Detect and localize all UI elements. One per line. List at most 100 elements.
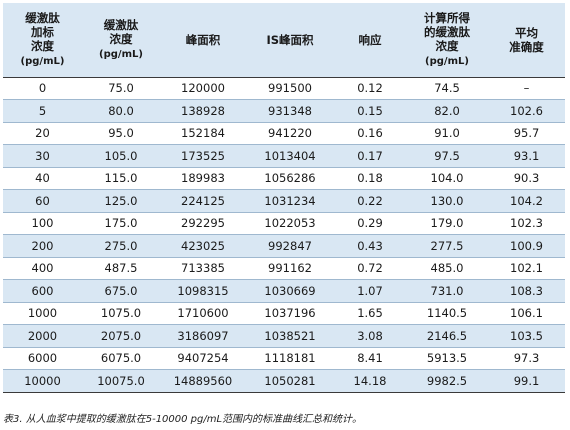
table-cell: 1022053: [246, 212, 334, 235]
header-line: 缓激肽: [103, 17, 139, 32]
table-cell: 75.0: [82, 77, 160, 100]
table-cell: 100: [3, 212, 82, 235]
table-cell: 102.3: [488, 212, 565, 235]
table-cell: 14889560: [160, 369, 246, 393]
table-cell: 95.0: [82, 122, 160, 145]
header-peak-area: 峰面积: [160, 3, 246, 78]
table-cell: 82.0: [406, 99, 488, 123]
table-cell: 1.07: [334, 279, 406, 303]
header-unit: (pg/mL): [99, 48, 143, 60]
table-cell: 90.3: [488, 167, 565, 190]
table-cell: 1118181: [246, 347, 334, 370]
table-cell: 3186097: [160, 324, 246, 348]
table-cell: 80.0: [82, 99, 160, 123]
table-cell: 95.7: [488, 122, 565, 145]
header-line: 响应: [358, 32, 382, 47]
table-cell: 5: [3, 99, 82, 123]
table-cell: 173525: [160, 144, 246, 168]
table-cell: 3.08: [334, 324, 406, 348]
header-calculated-concentration: 计算所得 的缓激肽 浓度 (pg/mL): [406, 3, 488, 78]
table-cell: 97.5: [406, 144, 488, 168]
table-cell: 105.0: [82, 144, 160, 168]
table-cell: 99.1: [488, 369, 565, 393]
table-cell: 485.0: [406, 257, 488, 280]
table-cell: 1037196: [246, 302, 334, 325]
table-cell: 1038521: [246, 324, 334, 348]
table-cell: 1030669: [246, 279, 334, 303]
table-cell: 0: [3, 77, 82, 100]
table-cell: 179.0: [406, 212, 488, 235]
table-cell: 200: [3, 234, 82, 258]
table-row: 200 275.0 423025 992847 0.43 277.5 100.9: [3, 234, 565, 258]
table-cell: 2146.5: [406, 324, 488, 348]
header-spiked-concentration: 缓激肽 加标 浓度 (pg/mL): [3, 3, 82, 78]
table-cell: 992847: [246, 234, 334, 258]
header-line: 浓度: [31, 38, 54, 53]
table-cell: 675.0: [82, 279, 160, 303]
table-cell: 10000: [3, 369, 82, 393]
table-cell: 1075.0: [82, 302, 160, 325]
table-cell: 189983: [160, 167, 246, 190]
table-cell: –: [488, 77, 565, 100]
table-cell: 125.0: [82, 189, 160, 213]
header-line: IS峰面积: [266, 32, 314, 47]
table-cell: 0.29: [334, 212, 406, 235]
table-cell: 1031234: [246, 189, 334, 213]
table-cell: 1013404: [246, 144, 334, 168]
table-cell: 106.1: [488, 302, 565, 325]
table-cell: 400: [3, 257, 82, 280]
table-row: 10000 10075.0 14889560 1050281 14.18 9982.5 99…: [3, 369, 565, 393]
table-cell: 0.72: [334, 257, 406, 280]
table-cell: 1710600: [160, 302, 246, 325]
table-cell: 175.0: [82, 212, 160, 235]
table-cell: 102.1: [488, 257, 565, 280]
table-cell: 487.5: [82, 257, 160, 280]
table-cell: 103.5: [488, 324, 565, 348]
table-cell: 731.0: [406, 279, 488, 303]
table-cell: 9407254: [160, 347, 246, 370]
table-cell: 0.22: [334, 189, 406, 213]
table-cell: 991500: [246, 77, 334, 100]
table-row: 20 95.0 152184 941220 0.16 91.0 95.7: [3, 122, 565, 145]
table-cell: 1000: [3, 302, 82, 325]
table-cell: 0.15: [334, 99, 406, 123]
table-cell: 102.6: [488, 99, 565, 123]
table-cell: 2075.0: [82, 324, 160, 348]
table-cell: 115.0: [82, 167, 160, 190]
table-body: 0 75.0 120000 991500 0.12 74.5–5 80.0 138928 931…: [3, 77, 565, 393]
table-cell: 1.65: [334, 302, 406, 325]
table-cell: 152184: [160, 122, 246, 145]
table-caption: 表3. 从人血浆中提取的缓激肽在5-10000 pg/mL范围内的标准曲线汇总和…: [3, 414, 363, 425]
table-header-row: 缓激肽 加标 浓度 (pg/mL) 缓激肽 浓度 (pg/mL) 峰面积 IS峰面积 响应 计算所得…: [3, 3, 565, 78]
table-cell: 60: [3, 189, 82, 213]
table-row: 2000 2075.0 3186097 1038521 3.08 2146.5 103.5: [3, 324, 565, 348]
table-cell: 120000: [160, 77, 246, 100]
table-row: 400 487.5 713385 991162 0.72 485.0 102.1: [3, 257, 565, 280]
header-unit: (pg/mL): [20, 55, 65, 67]
table-cell: 104.2: [488, 189, 565, 213]
table-cell: 0.18: [334, 167, 406, 190]
table-row: 60 125.0 224125 1031234 0.22 130.0 104.2: [3, 189, 565, 213]
table-cell: 292295: [160, 212, 246, 235]
table-cell: 6075.0: [82, 347, 160, 370]
table-cell: 100.9: [488, 234, 565, 258]
table-row: 30 105.0 173525 1013404 0.17 97.5 93.1: [3, 144, 565, 168]
table-cell: 130.0: [406, 189, 488, 213]
header-line: 缓激肽: [25, 10, 60, 25]
table-row: 0 75.0 120000 991500 0.12 74.5–: [3, 77, 565, 100]
table-cell: 1050281: [246, 369, 334, 393]
header-line: 准确度: [509, 39, 544, 54]
standard-curve-table: 缓激肽 加标 浓度 (pg/mL) 缓激肽 浓度 (pg/mL) 峰面积 IS峰面积 响应 计算所得…: [3, 3, 565, 393]
table-cell: 10075.0: [82, 369, 160, 393]
table-cell: 277.5: [406, 234, 488, 258]
table-cell: 224125: [160, 189, 246, 213]
header-mean-accuracy: 平均 准确度: [488, 3, 565, 78]
header-unit: (pg/mL): [425, 55, 469, 67]
table-row: 40 115.0 189983 1056286 0.18 104.0 90.3: [3, 167, 565, 190]
table-cell: 0.43: [334, 234, 406, 258]
header-line: 计算所得: [424, 10, 470, 25]
table-cell: 1098315: [160, 279, 246, 303]
header-response: 响应: [334, 3, 406, 78]
table-cell: 600: [3, 279, 82, 303]
